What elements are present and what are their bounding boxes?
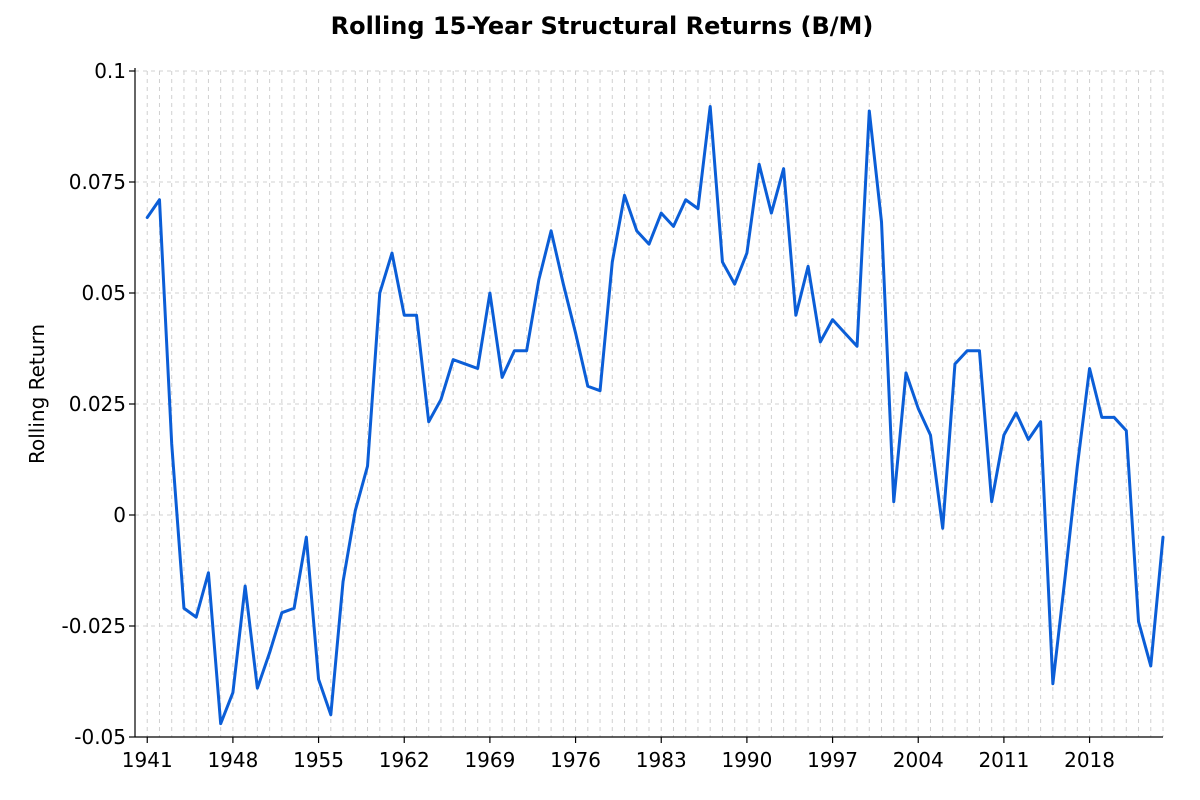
x-ticks: 1941 1948 1955 1962 1969 1976 1983 1990 1997 2004… <box>122 737 1115 772</box>
y-ticks: -0.05 -0.025 0 0.025 0.05 0.075 0.1 <box>62 59 135 749</box>
y-axis-label: Rolling Return <box>25 324 49 464</box>
x-tick-label: 1990 <box>721 748 772 772</box>
x-tick-label: 2018 <box>1064 748 1115 772</box>
y-tick-label: 0.075 <box>69 170 126 194</box>
x-tick-label: 1997 <box>807 748 858 772</box>
y-tick-label: 0.025 <box>69 392 126 416</box>
x-tick-label: 1948 <box>207 748 258 772</box>
y-tick-label: 0 <box>113 503 126 527</box>
x-tick-label: 1955 <box>293 748 344 772</box>
y-tick-label: -0.025 <box>62 614 126 638</box>
x-tick-label: 1969 <box>464 748 515 772</box>
series-line-0 <box>145 105 1165 726</box>
series <box>145 105 1165 726</box>
x-tick-label: 1983 <box>636 748 687 772</box>
y-tick-label: -0.05 <box>74 725 126 749</box>
x-tick-label: 2011 <box>978 748 1029 772</box>
y-tick-label: 0.05 <box>81 281 126 305</box>
x-tick-label: 1976 <box>550 748 601 772</box>
x-tick-label: 1962 <box>379 748 430 772</box>
grid <box>135 70 1164 738</box>
chart-title: Rolling 15-Year Structural Returns (B/M) <box>331 12 874 40</box>
x-tick-label: 1941 <box>122 748 173 772</box>
x-tick-label: 2004 <box>893 748 944 772</box>
y-tick-label: 0.1 <box>94 59 126 83</box>
